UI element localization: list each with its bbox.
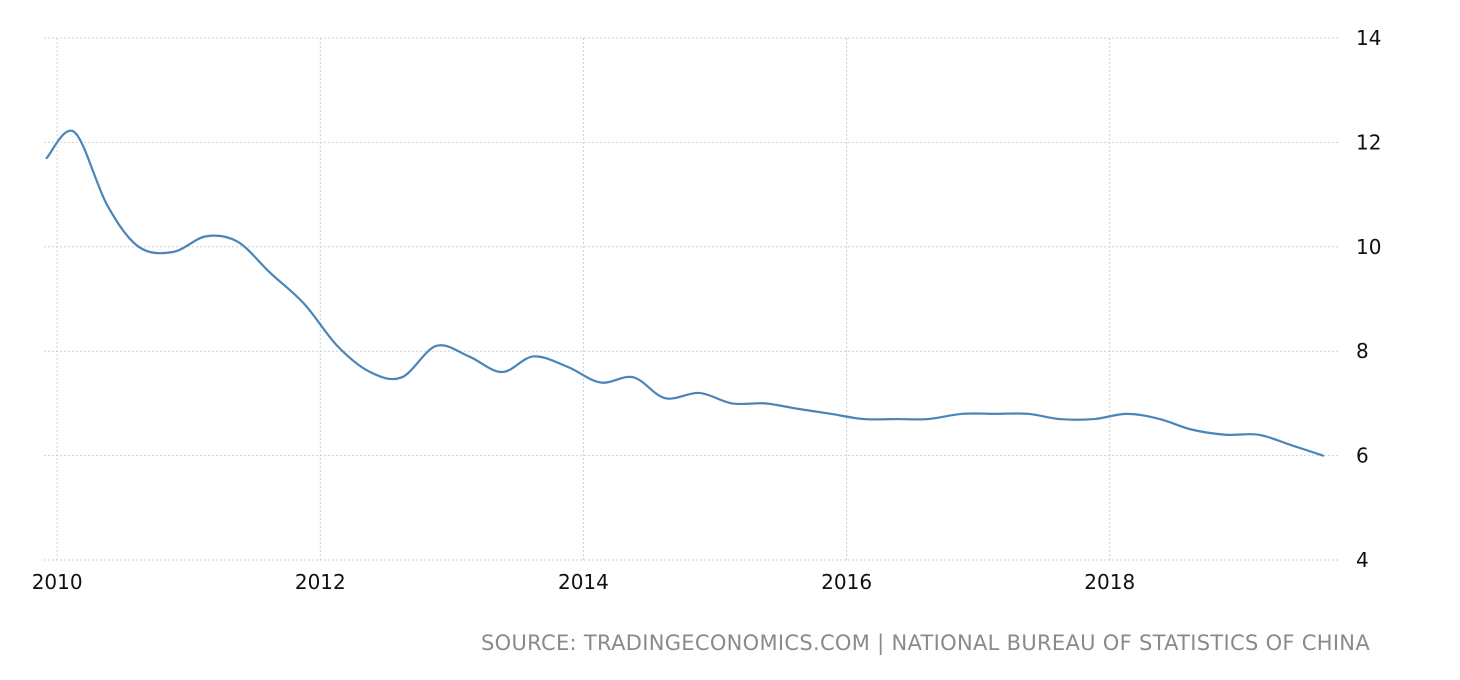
y-tick-label: 6 (1356, 444, 1369, 468)
x-tick-label: 2010 (32, 570, 83, 594)
grid (44, 37, 1340, 561)
x-tick-label: 2018 (1084, 570, 1135, 594)
series-line (45, 129, 1324, 457)
y-tick-label: 12 (1356, 130, 1381, 154)
y-tick-label: 10 (1356, 235, 1381, 259)
source-credit: SOURCE: TRADINGECONOMICS.COM | NATIONAL … (481, 631, 1370, 656)
x-tick-label: 2016 (821, 570, 872, 594)
x-tick-label: 2014 (558, 570, 609, 594)
y-tick-label: 8 (1356, 339, 1369, 363)
axis-ticks: 4 6 8 10 12 14 2010 2012 2014 2016 2018 (32, 26, 1382, 594)
y-tick-label: 4 (1356, 548, 1369, 572)
y-tick-label: 14 (1356, 26, 1381, 50)
series-group (45, 129, 1324, 457)
x-tick-label: 2012 (295, 570, 346, 594)
